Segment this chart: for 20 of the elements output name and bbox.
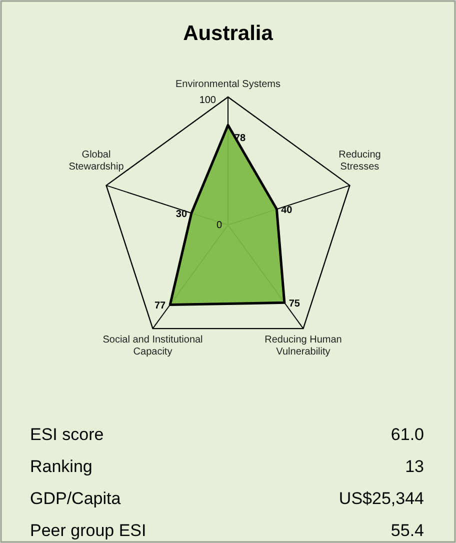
text: GDP/Capita xyxy=(30,489,122,508)
text: Ranking xyxy=(30,457,92,476)
text: Peer group ESI xyxy=(30,521,146,540)
spoke-label: Global Stewardship xyxy=(68,149,124,172)
spoke-label: Social and Institutional Capacity xyxy=(102,334,203,358)
text: 61.0 xyxy=(390,425,424,444)
y-tick-label: 0 xyxy=(216,220,222,231)
spoke-label: Reducing Stresses xyxy=(338,149,381,172)
text: 13 xyxy=(405,457,424,476)
text: ESI score xyxy=(30,425,104,444)
data-label: 77 xyxy=(154,300,166,312)
data-label: 40 xyxy=(281,205,293,216)
y-tick-label: 100 xyxy=(199,95,216,106)
text: 55.4 xyxy=(390,521,424,540)
data-label: 75 xyxy=(288,298,300,310)
data-label: 30 xyxy=(176,209,188,220)
chart-title: Australia xyxy=(183,22,274,45)
spoke-label: Environmental Systems xyxy=(175,79,281,90)
spoke-label: Reducing Human Vulnerability xyxy=(264,334,342,358)
text: US$25,344 xyxy=(338,489,424,508)
